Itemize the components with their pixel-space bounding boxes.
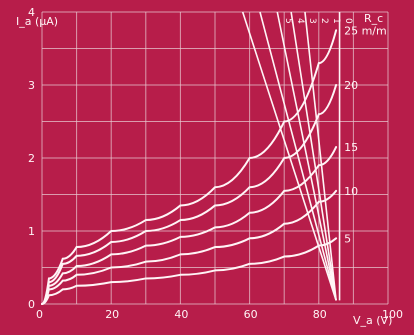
series-label-4: 5: [344, 232, 351, 245]
y-tick-label: 2: [28, 152, 35, 165]
y-tick-label: 0: [28, 298, 35, 311]
grid: [41, 11, 389, 305]
y-tick-label: 4: [28, 6, 35, 19]
x-tick-label: 100: [382, 308, 403, 321]
load-line-label-5: 5: [283, 18, 293, 24]
series-line-2: [41, 146, 338, 305]
load-line-label-0: 0: [343, 18, 353, 24]
series-line-0: [41, 29, 338, 305]
load-line-label-1: 1: [331, 18, 341, 24]
x-tick-label: 60: [244, 308, 258, 321]
load-line-label-3: 3: [307, 18, 317, 24]
y-tick-label: 1: [28, 225, 35, 238]
series-line-1: [41, 84, 338, 305]
y-axis-label: I_a (μA): [16, 15, 58, 28]
load-line-label-2: 2: [319, 18, 329, 24]
x-tick-label: 80: [313, 308, 327, 321]
series-line-4: [41, 237, 338, 305]
x-tick-label: 0: [36, 308, 43, 321]
x-axis-label: V_a (V): [353, 314, 392, 327]
series-label-2: 15: [344, 141, 358, 154]
x-tick-label: 20: [105, 308, 119, 321]
series-label-3: 10: [344, 185, 358, 198]
load-line-4: [259, 11, 337, 301]
load-line-3: [276, 11, 337, 301]
series-label-1: 20: [344, 79, 358, 92]
load-line-5: [241, 11, 337, 301]
load-line-title: R_c: [364, 12, 383, 25]
load-line-label-4: 4: [295, 18, 305, 24]
load-line-1: [304, 11, 337, 301]
x-tick-label: 40: [174, 308, 188, 321]
load-line-2: [290, 11, 337, 301]
series-line-3: [41, 189, 338, 305]
series-label-0: 25 m/m: [344, 24, 387, 37]
y-tick-label: 3: [28, 79, 35, 92]
load-lines: [241, 11, 341, 301]
y-axis: 0 1 2 3 4: [28, 6, 35, 311]
x-axis: 0 20 40 60 80 100: [36, 308, 403, 321]
plot-series: [41, 29, 338, 305]
